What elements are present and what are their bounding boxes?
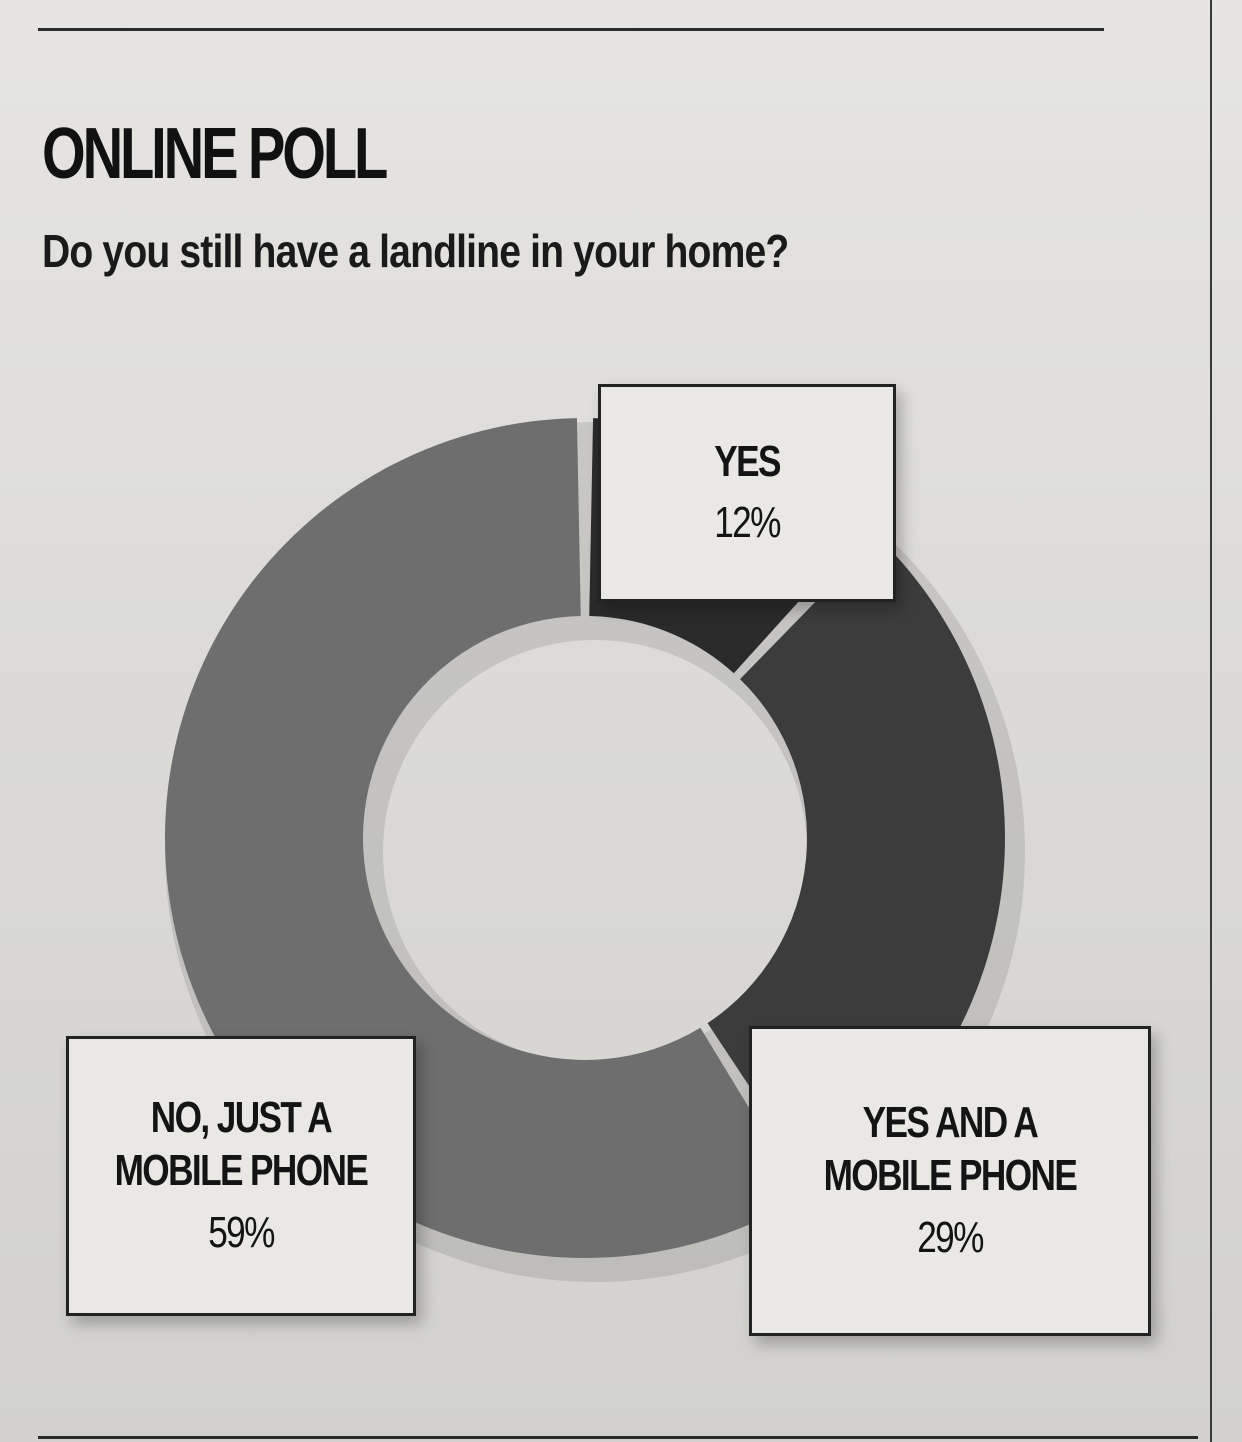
slice-label-no-just-mobile-value: 59% bbox=[208, 1208, 275, 1258]
slice-label-yes-and-mobile-value: 29% bbox=[917, 1213, 984, 1263]
slice-label-no-just-mobile: NO, JUST A MOBILE PHONE 59% bbox=[66, 1036, 416, 1316]
slice-label-no-just-mobile-name: NO, JUST A MOBILE PHONE bbox=[114, 1092, 369, 1196]
bottom-divider bbox=[38, 1436, 1198, 1439]
column-divider bbox=[1210, 0, 1212, 1442]
poll-title: ONLINE POLL bbox=[42, 114, 388, 194]
slice-label-yes-and-mobile-name: YES AND A MOBILE PHONE bbox=[823, 1097, 1078, 1201]
slice-label-yes: YES 12% bbox=[598, 384, 896, 602]
poll-question: Do you still have a landline in your hom… bbox=[42, 225, 789, 277]
donut-slice-yes-and-mobile bbox=[707, 537, 1005, 1189]
slice-label-yes-value: 12% bbox=[714, 498, 781, 548]
slice-label-yes-name: YES bbox=[714, 436, 781, 486]
top-divider bbox=[38, 28, 1104, 31]
slice-label-yes-and-mobile: YES AND A MOBILE PHONE 29% bbox=[749, 1026, 1151, 1336]
